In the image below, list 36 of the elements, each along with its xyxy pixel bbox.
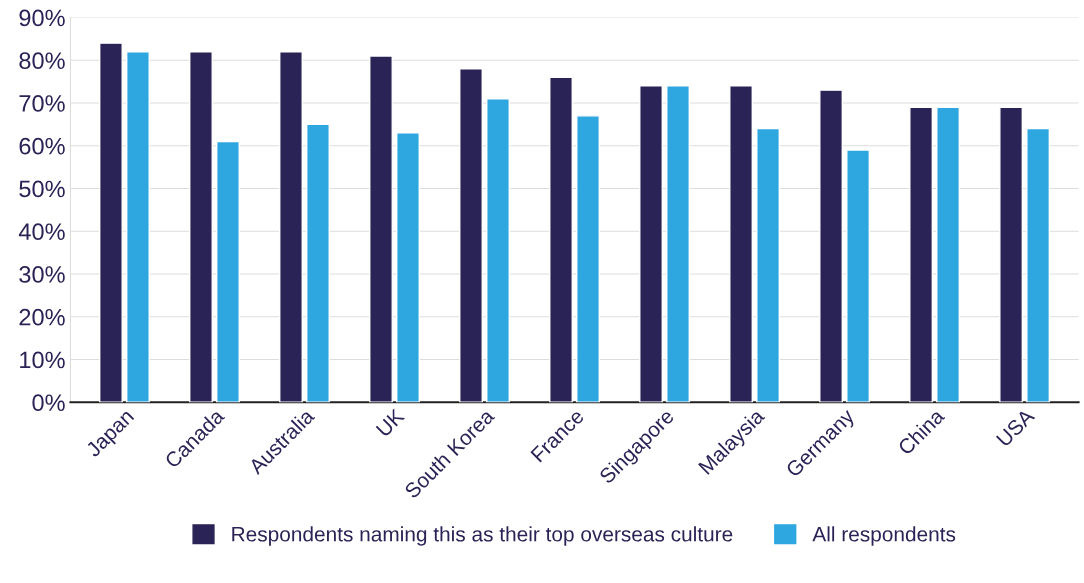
y-tick-label: 0%	[32, 394, 65, 412]
bar	[306, 123, 330, 403]
bar	[279, 50, 303, 403]
y-tick-label: 70%	[19, 95, 65, 112]
y-tick-label: 60%	[19, 137, 65, 155]
y-tick-label: 10%	[20, 351, 65, 369]
bar	[999, 106, 1024, 403]
bar	[99, 42, 123, 403]
y-tick-label: 50%	[19, 180, 65, 198]
bar	[729, 85, 753, 403]
bar	[576, 115, 600, 403]
bar	[846, 149, 871, 403]
bar	[189, 50, 213, 403]
y-tick-label: 20%	[19, 308, 65, 326]
bar	[396, 132, 420, 403]
bar	[459, 68, 483, 403]
x-tick-label: USA	[995, 407, 1036, 448]
bar	[126, 50, 150, 403]
bar	[756, 127, 780, 403]
bar	[216, 140, 240, 403]
bar	[549, 76, 573, 403]
y-tick-label: 40%	[18, 223, 65, 241]
bar	[666, 85, 690, 403]
bar	[819, 89, 843, 403]
legend-label: Respondents naming this as their top overseas culture	[232, 526, 733, 546]
y-tick-label: 80%	[19, 52, 65, 70]
bar	[936, 106, 961, 403]
bar	[639, 85, 663, 403]
y-tick-label: 90%	[19, 9, 65, 27]
bar	[486, 98, 510, 403]
bar	[909, 106, 934, 403]
bar	[369, 55, 393, 403]
x-tick-label: UK	[375, 407, 406, 438]
y-tick-label: 30%	[19, 266, 65, 283]
legend-label: All respondents	[812, 526, 956, 546]
bar	[1026, 127, 1051, 403]
